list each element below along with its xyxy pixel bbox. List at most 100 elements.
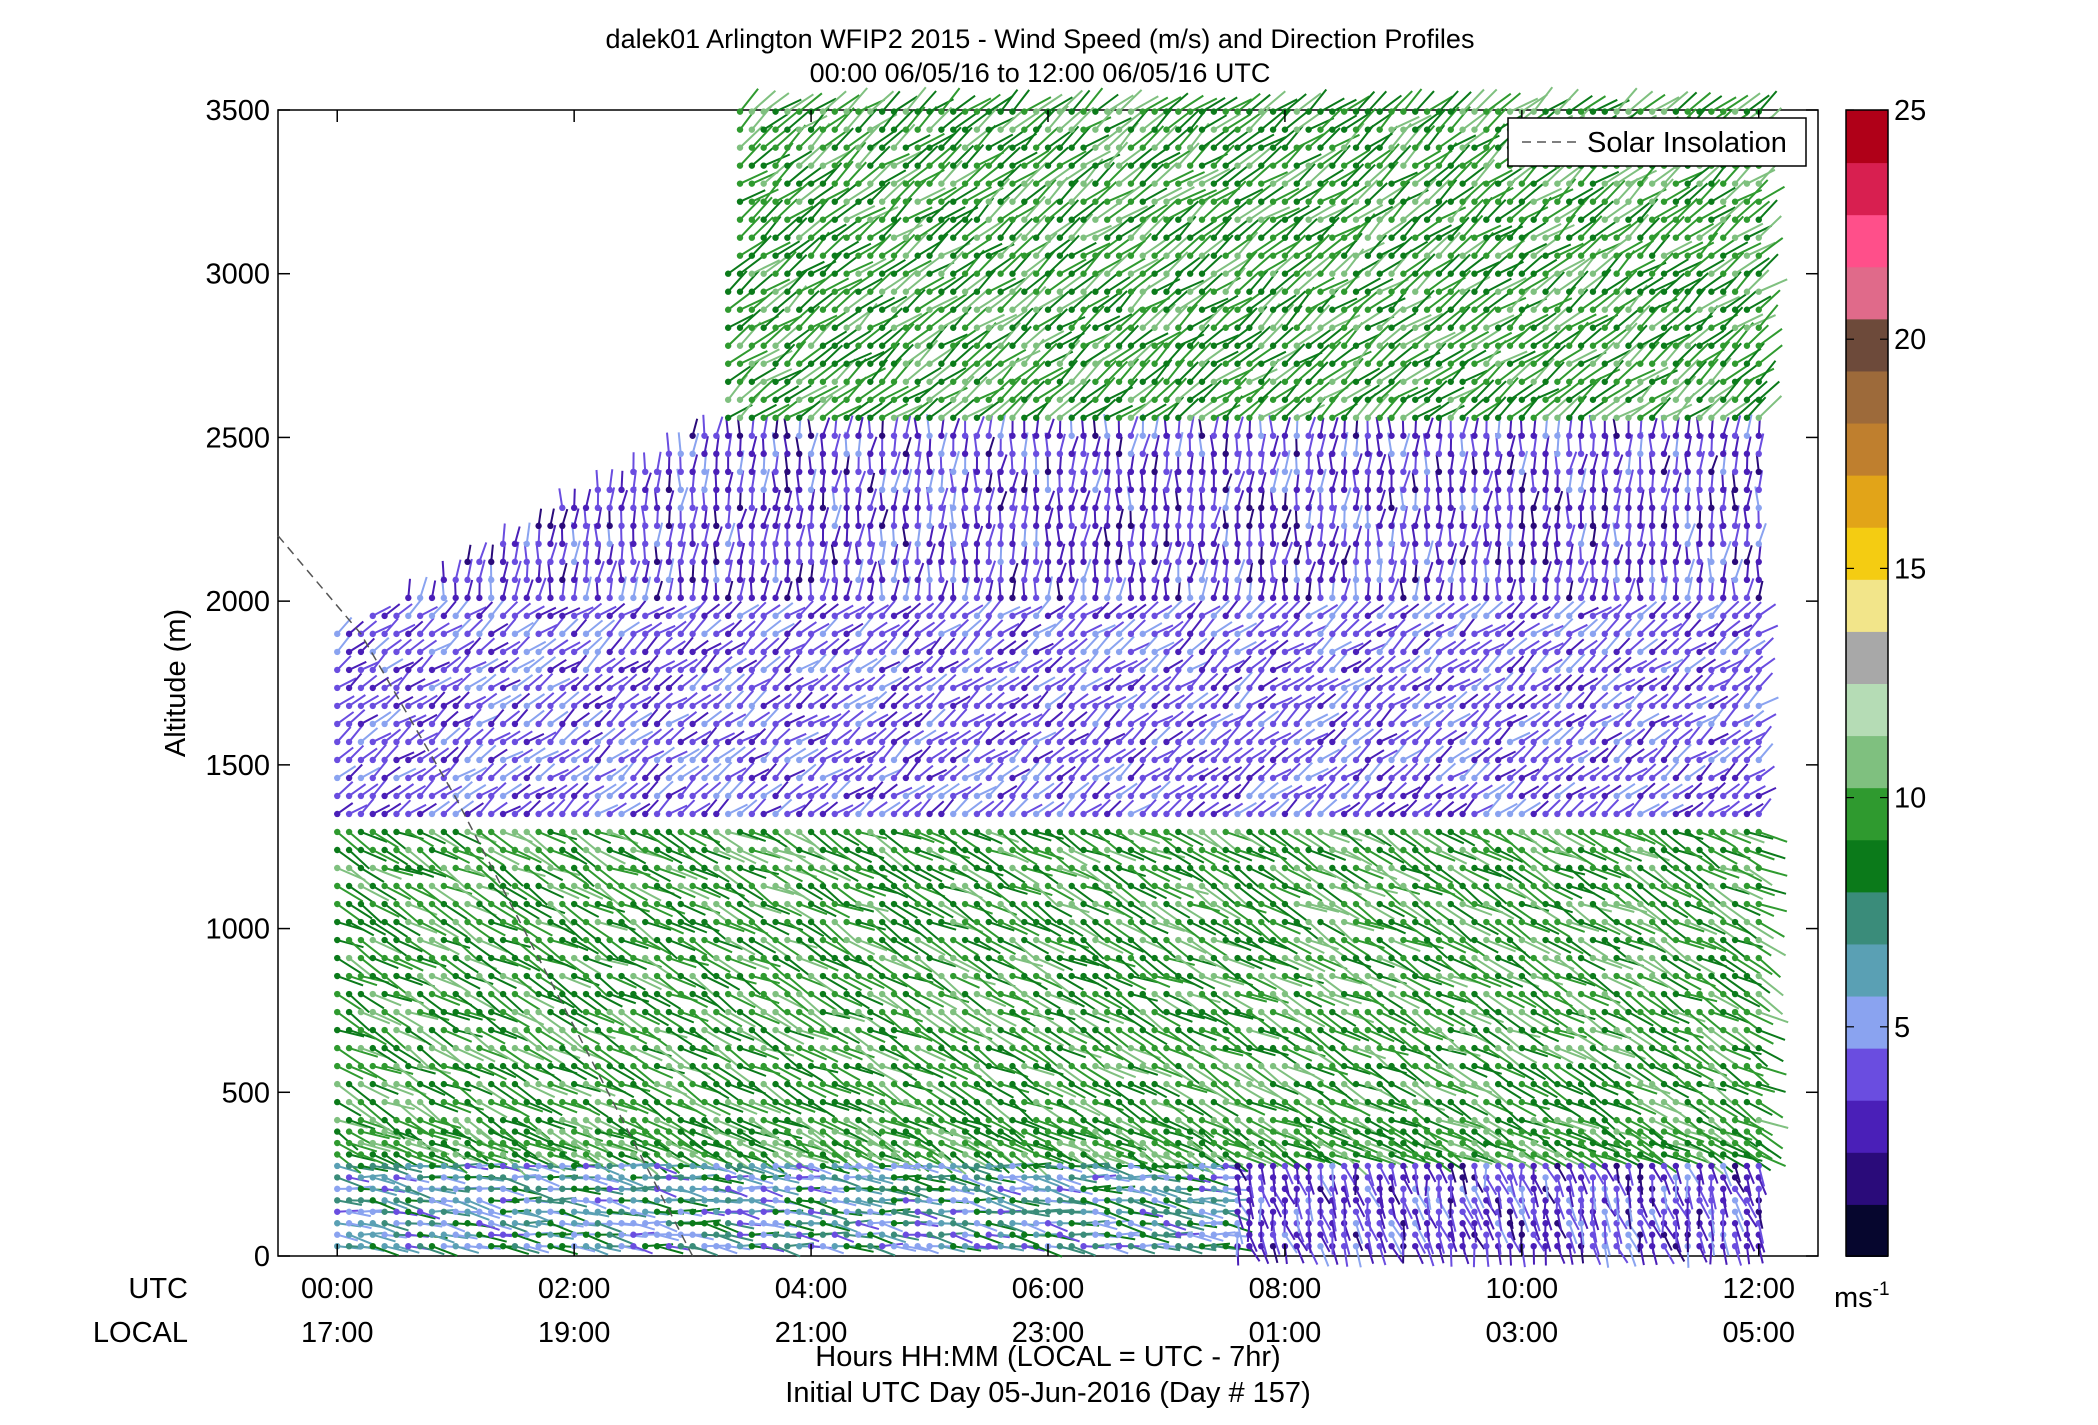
wind-barb (550, 1222, 577, 1235)
wind-barb-dot (511, 1128, 519, 1135)
wind-barb-dot (570, 1220, 578, 1227)
wind-barb (751, 689, 768, 707)
wind-barb-dot (843, 1116, 850, 1124)
wind-barb (360, 849, 387, 862)
wind-barb (621, 975, 646, 991)
wind-barb (585, 1176, 608, 1186)
wind-barb-dot (701, 990, 708, 998)
wind-barb-dot (570, 828, 578, 836)
wind-barb (644, 831, 671, 851)
wind-barb-dot (416, 630, 424, 638)
wind-barb (490, 885, 514, 903)
wind-barb-dot (760, 324, 767, 331)
wind-barb (691, 654, 708, 671)
wind-barb-dot (665, 756, 673, 764)
wind-barb-dot (499, 1162, 507, 1170)
wind-barb (396, 939, 423, 953)
wind-barb-dot (523, 1116, 530, 1124)
wind-barb (550, 921, 576, 936)
wind-barb-dot (831, 1062, 838, 1070)
wind-barb (763, 1011, 792, 1029)
wind-barb (597, 657, 616, 671)
wind-barb (550, 1119, 577, 1129)
wind-barb-dot (878, 1220, 886, 1227)
wind-barb (798, 1083, 827, 1099)
wind-barb (526, 673, 543, 689)
wind-barb-dot (748, 234, 756, 241)
wind-barb-dot (831, 864, 838, 872)
wind-barb (478, 975, 505, 997)
wind-barb-dot (630, 846, 637, 854)
wind-barb-dot (653, 1139, 661, 1147)
wind-barb-dot (559, 720, 566, 728)
wind-barb (360, 939, 386, 960)
wind-barb-dot (653, 846, 661, 854)
wind-barb (632, 802, 651, 815)
wind-barb (561, 607, 581, 617)
wind-barb-dot (772, 432, 779, 439)
wind-barb-dot (369, 1151, 376, 1158)
wind-barb-dot (452, 828, 459, 836)
wind-barb (751, 89, 777, 113)
wind-barb-dot (701, 504, 708, 512)
wind-barb-dot (499, 900, 507, 908)
wind-barb (702, 414, 706, 436)
wind-barb-dot (760, 1162, 767, 1170)
wind-barb-dot (807, 756, 815, 764)
wind-barb (407, 714, 427, 725)
wind-barb (609, 764, 629, 779)
wind-barb-dot (499, 810, 507, 818)
wind-barb (526, 1187, 551, 1200)
wind-barb (763, 349, 793, 365)
wind-barb (644, 691, 660, 707)
wind-barb (775, 385, 800, 401)
wind-barb-dot (630, 684, 637, 692)
wind-barb-dot (535, 630, 542, 638)
wind-barb-dot (488, 990, 495, 998)
wind-barb-dot (606, 522, 613, 530)
wind-barb (632, 1011, 661, 1026)
wind-barb-dot (736, 1080, 744, 1088)
wind-barb-dot (760, 522, 767, 530)
wind-barb-dot (831, 1174, 838, 1181)
wind-barb (656, 1029, 688, 1039)
wind-barb-dot (476, 1008, 483, 1016)
wind-barb (443, 634, 459, 653)
wind-barb-dot (582, 792, 590, 800)
wind-barb-dot (630, 810, 637, 818)
wind-barb (550, 1245, 578, 1256)
wind-barb-dot (559, 1116, 566, 1124)
wind-barb (490, 1130, 517, 1144)
wind-barb-dot (878, 972, 886, 980)
wind-barb-dot (523, 1231, 530, 1238)
wind-barb (573, 639, 592, 653)
wind-barb-dot (819, 378, 827, 385)
wind-barb-dot (594, 774, 602, 782)
wind-barb-dot (867, 1044, 874, 1052)
wind-barb (585, 957, 613, 969)
wind-barb-dot (831, 702, 838, 710)
wind-barb (774, 747, 792, 761)
wind-barb-dot (867, 720, 874, 728)
wind-barb (585, 636, 603, 653)
wind-barb-dot (902, 1208, 910, 1215)
wind-barb-dot (878, 630, 886, 638)
wind-barb-dot (428, 594, 436, 602)
wind-barb-dot (440, 612, 448, 620)
wind-barb-dot (713, 1116, 720, 1124)
wind-barb-dot (701, 522, 708, 530)
wind-barb (786, 307, 811, 329)
wind-barb-dot (878, 108, 886, 115)
wind-barb-dot (606, 1080, 613, 1088)
wind-barb-dot (630, 720, 637, 728)
wind-barb (786, 1065, 813, 1078)
wind-barb (621, 1029, 648, 1045)
wind-barb (739, 392, 761, 419)
wind-barb-dot (736, 738, 744, 746)
wind-barb (739, 215, 761, 239)
wind-barb (419, 831, 446, 845)
wind-barb-dot (819, 684, 827, 692)
wind-barb-dot (369, 900, 376, 908)
wind-barb (656, 764, 673, 779)
wind-barb (467, 1199, 490, 1211)
